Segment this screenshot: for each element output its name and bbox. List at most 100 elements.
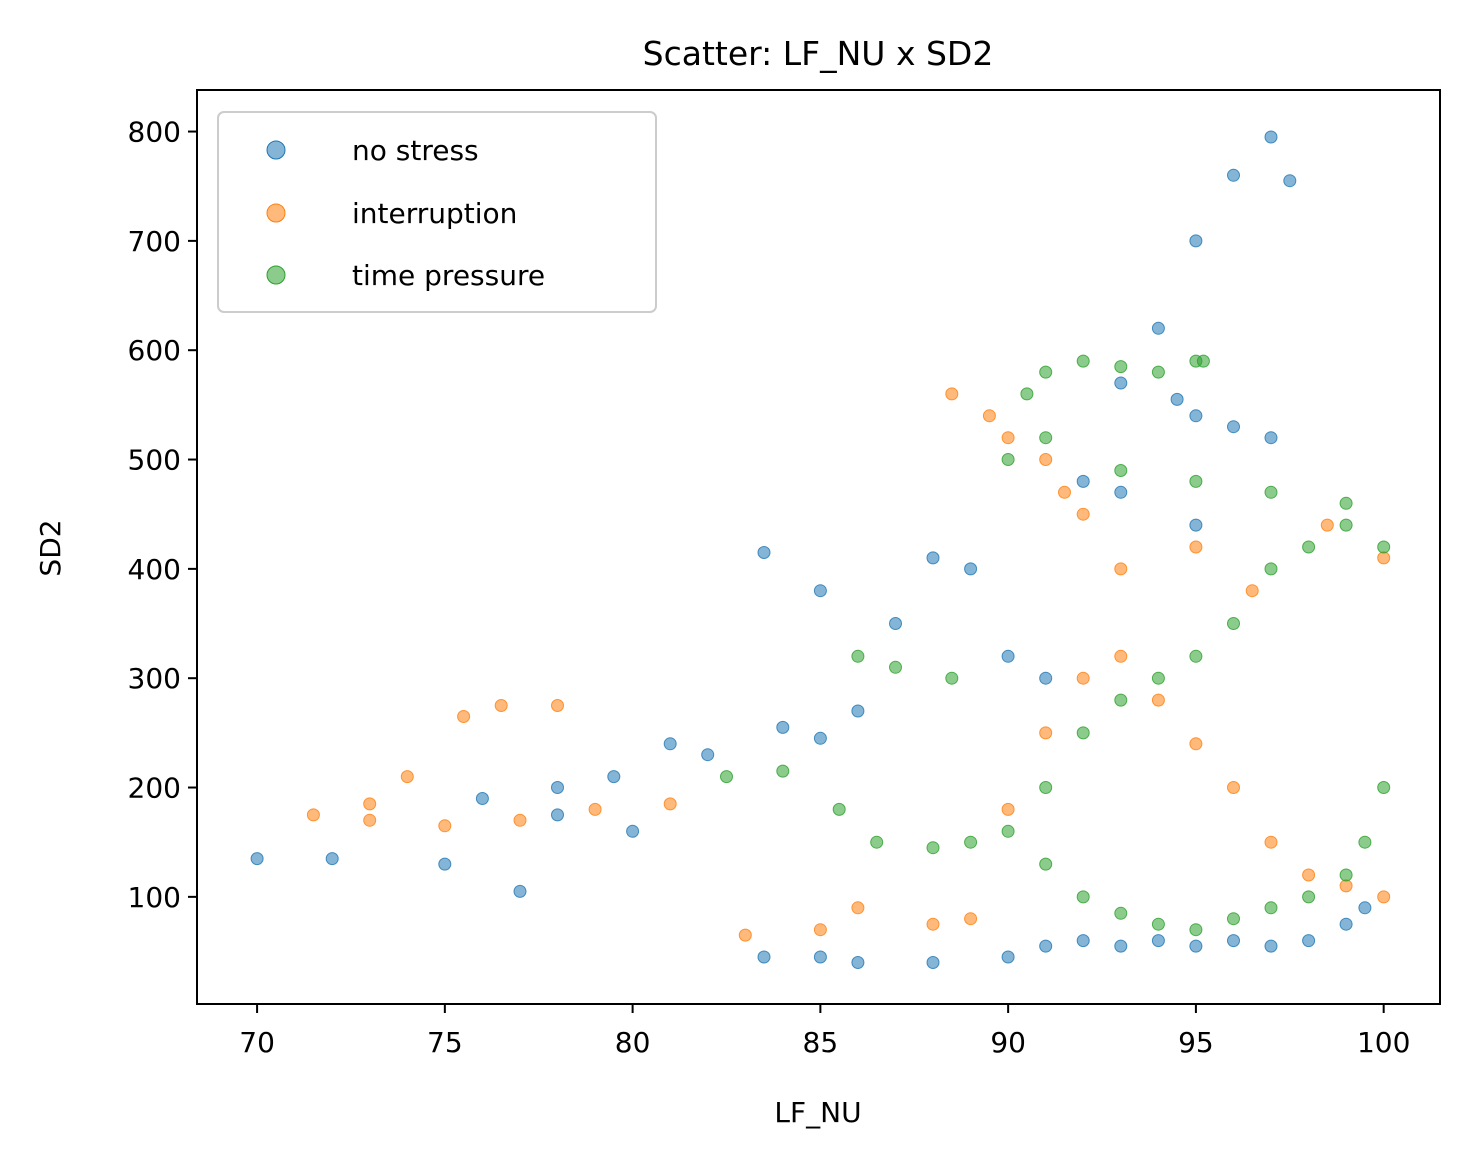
data-point-time-pressure xyxy=(1114,906,1128,920)
data-point-time-pressure xyxy=(1039,857,1053,871)
data-point-time-pressure xyxy=(1189,923,1203,937)
data-point-time-pressure xyxy=(1039,431,1053,445)
data-point-no-stress xyxy=(1358,901,1372,915)
data-point-time-pressure xyxy=(1151,917,1165,931)
data-point-interruption xyxy=(1039,453,1053,466)
data-point-interruption xyxy=(982,409,996,423)
legend-label-interruption: interruption xyxy=(352,197,517,230)
x-tick-label: 80 xyxy=(615,1026,651,1059)
data-point-interruption xyxy=(738,928,752,942)
data-point-interruption xyxy=(1076,507,1090,521)
data-point-no-stress xyxy=(1189,939,1203,953)
data-point-time-pressure xyxy=(1264,901,1278,915)
x-tick-label: 70 xyxy=(239,1026,275,1059)
data-point-interruption xyxy=(813,923,827,937)
data-point-interruption xyxy=(945,387,959,401)
data-point-time-pressure xyxy=(1114,464,1128,477)
data-point-time-pressure xyxy=(832,802,846,816)
data-point-no-stress xyxy=(325,852,339,866)
data-point-no-stress xyxy=(1264,939,1278,953)
data-point-time-pressure xyxy=(1302,890,1316,904)
data-point-no-stress xyxy=(250,852,264,866)
x-tick-label: 75 xyxy=(427,1026,463,1059)
data-point-interruption xyxy=(663,797,677,811)
x-axis-ticks: 70 75 80 85 90 95 100 xyxy=(239,1004,1410,1059)
data-point-time-pressure xyxy=(776,764,790,778)
data-point-no-stress xyxy=(964,562,978,576)
data-point-time-pressure xyxy=(1151,671,1165,685)
data-point-interruption xyxy=(1302,868,1316,882)
data-point-interruption xyxy=(964,912,978,926)
data-point-no-stress xyxy=(1189,409,1203,423)
data-point-interruption xyxy=(588,802,602,816)
data-point-no-stress xyxy=(1114,376,1128,390)
data-point-time-pressure xyxy=(1001,453,1015,466)
data-point-interruption xyxy=(1377,551,1391,565)
data-point-no-stress xyxy=(513,884,527,898)
data-point-no-stress xyxy=(776,720,790,734)
data-point-interruption xyxy=(551,699,564,712)
data-point-time-pressure xyxy=(945,671,959,685)
data-point-no-stress xyxy=(626,824,640,838)
data-point-time-pressure xyxy=(1377,781,1391,794)
data-point-interruption xyxy=(1264,835,1278,849)
data-point-no-stress xyxy=(757,950,771,964)
data-point-interruption xyxy=(363,797,377,811)
data-point-no-stress xyxy=(1264,130,1278,144)
data-point-time-pressure xyxy=(1039,365,1053,379)
legend-box xyxy=(217,111,657,313)
data-point-no-stress xyxy=(1151,934,1165,948)
legend-marker-no-stress xyxy=(266,140,286,160)
data-point-time-pressure xyxy=(1039,781,1053,794)
data-point-time-pressure xyxy=(1377,540,1391,554)
data-point-interruption xyxy=(1377,890,1391,904)
data-point-time-pressure xyxy=(1151,365,1165,379)
data-point-no-stress xyxy=(851,956,865,969)
data-point-interruption xyxy=(1001,802,1015,816)
data-point-no-stress xyxy=(1227,420,1240,434)
data-point-time-pressure xyxy=(1339,868,1353,882)
data-point-no-stress xyxy=(1227,168,1240,182)
data-point-time-pressure xyxy=(1114,360,1128,374)
data-point-no-stress xyxy=(1283,174,1297,188)
data-point-time-pressure xyxy=(1358,835,1372,849)
data-point-no-stress xyxy=(851,704,865,718)
data-point-no-stress xyxy=(926,956,940,969)
y-axis-label: SD2 xyxy=(34,519,67,576)
data-point-interruption xyxy=(926,917,940,931)
data-point-no-stress xyxy=(1114,939,1128,953)
data-point-time-pressure xyxy=(1264,562,1278,576)
data-point-no-stress xyxy=(663,737,677,751)
data-point-time-pressure xyxy=(1227,912,1240,926)
data-point-time-pressure xyxy=(1189,649,1203,663)
data-point-time-pressure xyxy=(1196,354,1210,368)
data-point-interruption xyxy=(851,901,865,915)
data-point-no-stress xyxy=(438,857,452,871)
data-point-interruption xyxy=(1058,485,1071,499)
data-point-interruption xyxy=(438,819,452,833)
legend-marker-time-pressure xyxy=(266,265,286,285)
y-tick-label: 400 xyxy=(128,553,181,586)
data-point-no-stress xyxy=(1151,321,1165,335)
data-point-no-stress xyxy=(1039,671,1053,685)
data-point-time-pressure xyxy=(926,841,940,855)
data-point-no-stress xyxy=(1189,518,1203,532)
x-axis-label: LF_NU xyxy=(774,1096,861,1129)
data-point-no-stress xyxy=(1001,950,1015,964)
data-point-no-stress xyxy=(813,950,827,964)
data-point-time-pressure xyxy=(1020,387,1034,401)
data-point-no-stress xyxy=(1076,934,1090,948)
plot-area xyxy=(250,130,1391,969)
data-point-time-pressure xyxy=(1302,540,1316,554)
data-point-no-stress xyxy=(1227,934,1240,948)
data-point-time-pressure xyxy=(1076,726,1090,740)
y-tick-label: 300 xyxy=(128,662,181,695)
data-point-time-pressure xyxy=(1189,474,1203,488)
data-point-no-stress xyxy=(475,792,489,805)
data-point-interruption xyxy=(1189,540,1203,554)
data-point-time-pressure xyxy=(1264,485,1278,499)
data-point-interruption xyxy=(1189,737,1203,751)
data-point-no-stress xyxy=(813,731,827,745)
data-point-time-pressure xyxy=(1227,617,1240,630)
